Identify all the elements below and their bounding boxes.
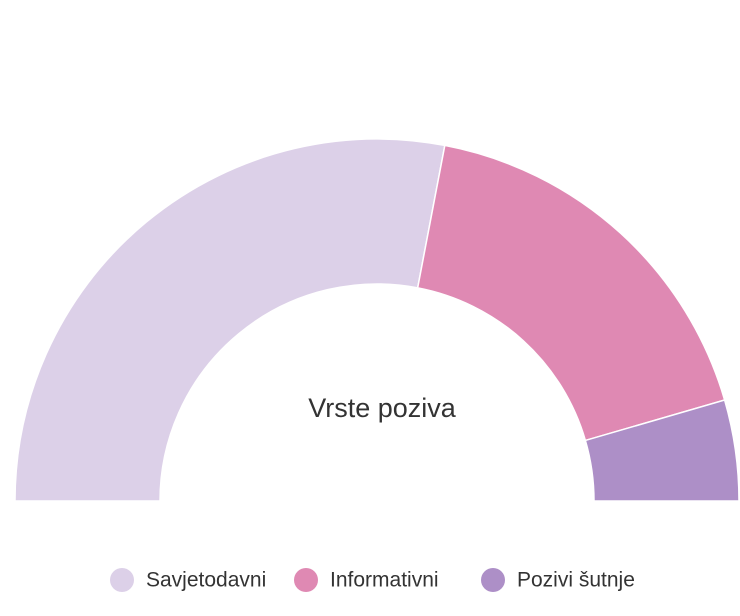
- slice: [416, 144, 726, 442]
- legend: Savjetodavni Informativni Pozivi šutnje: [110, 568, 635, 592]
- legend-label: Pozivi šutnje: [517, 569, 635, 592]
- legend-swatch: [294, 568, 318, 592]
- slices: [14, 138, 740, 502]
- legend-swatch: [481, 568, 505, 592]
- legend-label: Savjetodavni: [146, 569, 266, 592]
- slice: [14, 138, 446, 502]
- legend-swatch: [110, 568, 134, 592]
- legend-label: Informativni: [330, 569, 439, 592]
- chart-title: Vrste poziva: [308, 393, 457, 423]
- slice: [584, 399, 740, 502]
